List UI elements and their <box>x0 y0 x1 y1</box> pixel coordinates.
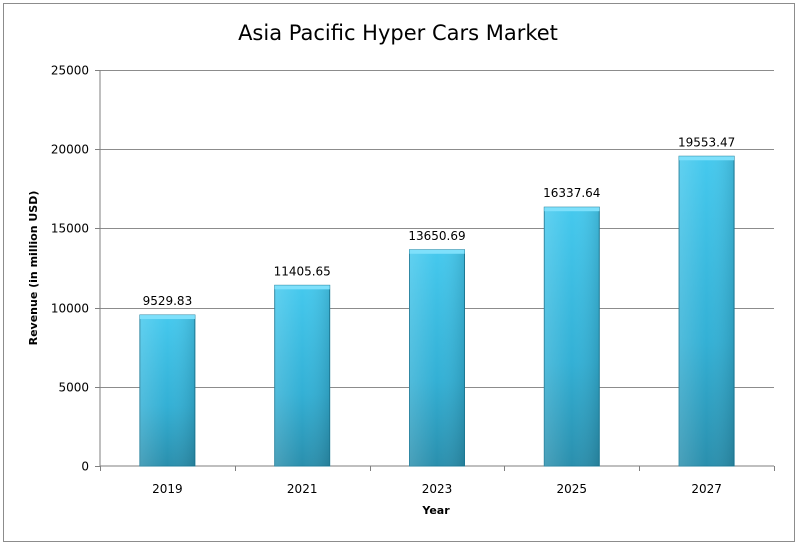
data-label: 11405.65 <box>274 264 331 278</box>
bar-shading <box>139 315 195 466</box>
bar <box>678 155 735 467</box>
y-tick-label: 20000 <box>51 143 89 157</box>
bar-shading <box>274 285 330 466</box>
y-tick-labels: 0 5000 10000 15000 20000 25000 <box>51 64 89 474</box>
bar <box>409 249 465 467</box>
bar <box>139 314 196 467</box>
bar-top <box>409 249 465 254</box>
bar-shading <box>409 249 465 466</box>
bar-top <box>139 315 195 320</box>
y-tick-label: 15000 <box>51 222 89 236</box>
y-tick-label: 25000 <box>51 64 89 78</box>
data-label: 16337.64 <box>543 186 600 200</box>
data-label: 19553.47 <box>678 135 735 149</box>
bar-top <box>274 285 330 290</box>
data-label: 13650.69 <box>408 229 465 243</box>
bar-top <box>544 207 600 212</box>
x-tick-label: 2025 <box>557 482 588 496</box>
x-tick-label: 2019 <box>152 482 183 496</box>
data-labels: 9529.83 11405.65 13650.69 16337.64 19553.47 <box>143 135 736 308</box>
bar <box>543 206 600 467</box>
y-tick-label: 5000 <box>58 381 89 395</box>
y-tick-label: 0 <box>81 460 89 474</box>
bar <box>274 284 331 467</box>
bar-shading <box>544 207 600 466</box>
x-tick-labels: 2019 2021 2023 2025 2027 <box>100 466 775 496</box>
bar-top <box>679 156 735 161</box>
bar-shading <box>679 156 735 466</box>
x-tick-label: 2023 <box>422 482 453 496</box>
data-label: 9529.83 <box>143 294 193 308</box>
chart-frame <box>3 3 795 542</box>
y-axis-title: Revenue (in million USD) <box>27 191 40 346</box>
x-tick-label: 2021 <box>287 482 318 496</box>
gridlines <box>95 70 774 467</box>
x-axis-title: Year <box>421 504 450 517</box>
x-tick-label: 2027 <box>691 482 722 496</box>
y-tick-label: 10000 <box>51 302 89 316</box>
bars <box>139 155 735 467</box>
chart-title: Asia Pacific Hyper Cars Market <box>238 21 558 45</box>
